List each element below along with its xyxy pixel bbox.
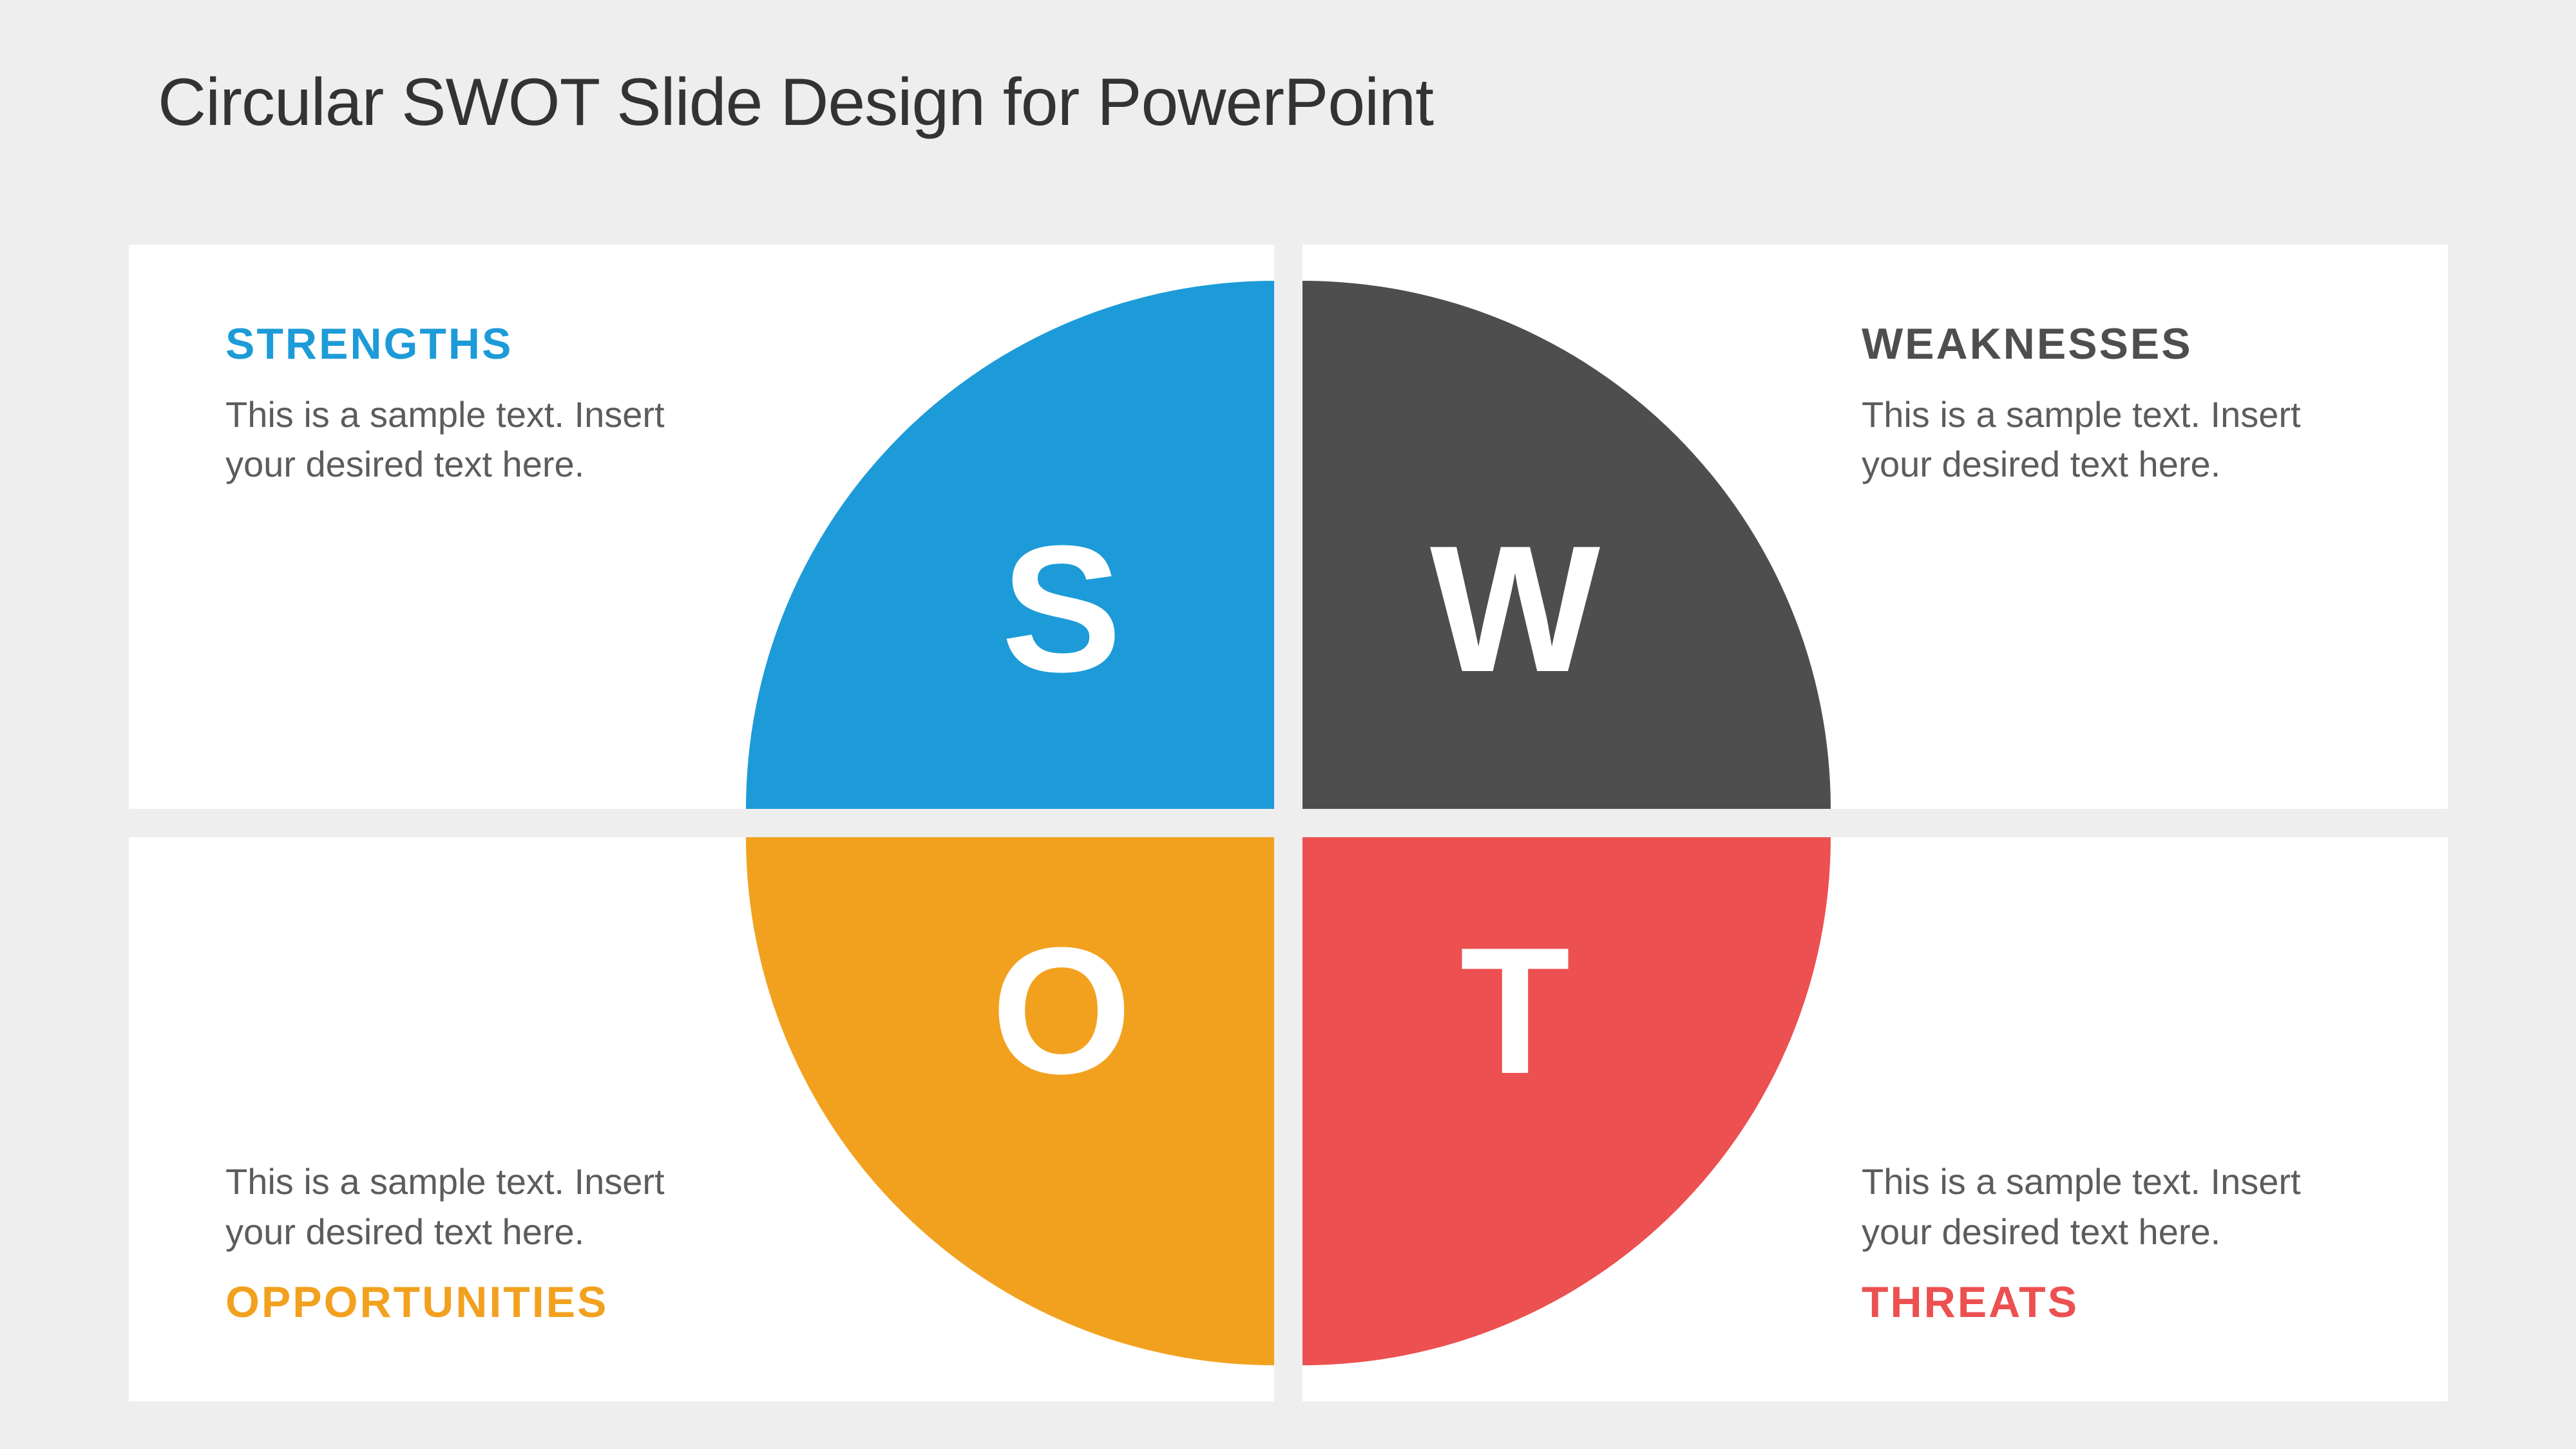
quadrant-strengths: S STRENGTHS This is a sample text. Inser… [129,245,1274,809]
letter-o: O [965,921,1158,1101]
heading-weaknesses: WEAKNESSES [1862,322,2193,366]
body-opportunities: This is a sample text. Insert your desir… [225,1157,715,1256]
quadrant-opportunities: O This is a sample text. Insert your des… [129,837,1274,1401]
quadrant-weaknesses: W WEAKNESSES This is a sample text. Inse… [1302,245,2448,809]
heading-threats: THREATS [1862,1280,2079,1324]
letter-s: S [965,519,1158,699]
letter-w: W [1418,519,1612,699]
letter-t: T [1418,921,1612,1101]
heading-strengths: STRENGTHS [225,322,513,366]
page-title: Circular SWOT Slide Design for PowerPoin… [158,64,1433,141]
body-strengths: This is a sample text. Insert your desir… [225,390,715,489]
body-threats: This is a sample text. Insert your desir… [1862,1157,2351,1256]
body-weaknesses: This is a sample text. Insert your desir… [1862,390,2351,489]
quadrant-threats: T This is a sample text. Insert your des… [1302,837,2448,1401]
heading-opportunities: OPPORTUNITIES [225,1280,608,1324]
slide: Circular SWOT Slide Design for PowerPoin… [0,0,2576,1449]
